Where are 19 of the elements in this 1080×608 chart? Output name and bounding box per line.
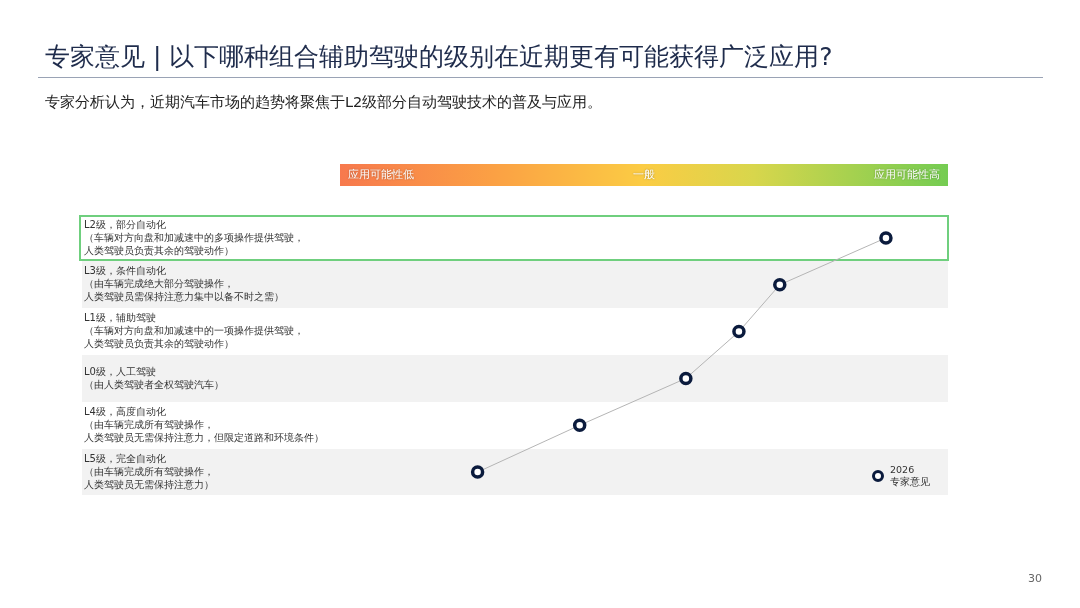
text: 应用可能性高 — [874, 167, 940, 183]
y-tick-label: L3级，条件自动化（由车辆完成绝大部分驾驶操作，人类驾驶员需保持注意力集中以备不时之需） — [84, 265, 284, 303]
point — [572, 418, 587, 432]
y-tick-label: L5级，完全自动化（由车辆完成所有驾驶操作，人类驾驶员无需保持注意力） — [84, 452, 214, 490]
text: 30 — [1028, 572, 1042, 585]
point — [773, 278, 787, 292]
legend-label: 2026 专家意见 — [890, 463, 930, 488]
text: 专家分析认为，近期汽车市场的趋势将聚焦于L2级部分自动驾驶技术的普及与应用。 — [45, 93, 603, 112]
y-tick-label: L0级，人工驾驶（由人类驾驶者全权驾驶汽车） — [84, 365, 224, 390]
point — [679, 371, 693, 386]
y-tick-label: L4级，高度自动化（由车辆完成所有驾驶操作，人类驾驶员无需保持注意力，但限定道路和环境条件） — [84, 405, 324, 443]
chart-title: 专家意见 | 以下哪种组合辅助驾驶的级别在近期更有可能获得广泛应用? — [45, 41, 833, 73]
point — [732, 324, 746, 339]
text: 一般 — [633, 167, 655, 183]
y-tick-label: L2级，部分自动化（车辆对方向盘和加减速中的多项操作提供驾驶，人类驾驶员负责其余的驾驶动作） — [84, 218, 304, 256]
y-tick-label: L1级，辅助驾驶（车辆对方向盘和加减速中的一项操作提供驾驶，人类驾驶员负责其余的驾驶动作） — [84, 312, 304, 350]
point — [470, 465, 485, 479]
point — [879, 231, 893, 245]
text: 应用可能性低 — [348, 167, 414, 183]
